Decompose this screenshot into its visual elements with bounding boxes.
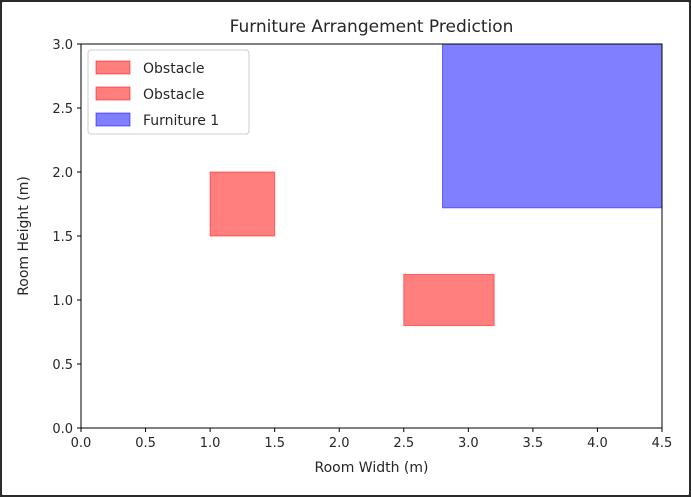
x-tick-label: 4.5	[652, 436, 673, 451]
y-tick-label: 2.5	[52, 102, 73, 117]
y-axis-title: Room Height (m)	[16, 176, 32, 296]
legend-items: Obstacle Obstacle Furniture 1	[95, 60, 219, 129]
chart-title: Furniture Arrangement Prediction	[230, 17, 514, 37]
legend-label: Furniture 1	[143, 113, 219, 129]
y-tick-label: 3.0	[52, 38, 73, 53]
furniture-1-rect-3	[442, 43, 663, 209]
y-tick-label: 0.0	[52, 422, 73, 437]
y-tick-label: 2.0	[52, 166, 73, 181]
legend-swatch	[95, 86, 131, 101]
obstacle-rect-2	[403, 273, 495, 327]
x-tick-label: 0.5	[135, 436, 156, 451]
x-tick-label: 3.0	[458, 436, 479, 451]
legend: Obstacle Obstacle Furniture 1	[87, 49, 250, 135]
y-ticks: 0.0 0.5 1.0 1.5 2.0 2.5 3.0	[52, 38, 81, 437]
x-tick-label: 2.0	[329, 436, 350, 451]
legend-label: Obstacle	[143, 61, 204, 77]
y-tick-label: 1.0	[52, 294, 73, 309]
x-tick-label: 2.5	[393, 436, 414, 451]
x-tick-label: 1.5	[264, 436, 285, 451]
x-tick-label: 1.0	[200, 436, 221, 451]
legend-label: Obstacle	[143, 87, 204, 103]
x-axis-title: Room Width (m)	[314, 460, 428, 476]
x-tick-label: 0.0	[71, 436, 92, 451]
x-ticks: 0.0 0.5 1.0 1.5 2.0 2.5 3.0 3.5 4.0 4.5	[71, 428, 673, 451]
obstacle-rect-1	[209, 171, 276, 237]
x-tick-label: 4.0	[587, 436, 608, 451]
shapes-layer	[209, 43, 663, 327]
y-tick-label: 1.5	[52, 230, 73, 245]
x-tick-label: 3.5	[523, 436, 544, 451]
legend-swatch	[95, 60, 131, 75]
y-tick-label: 0.5	[52, 358, 73, 373]
legend-swatch	[95, 112, 131, 127]
